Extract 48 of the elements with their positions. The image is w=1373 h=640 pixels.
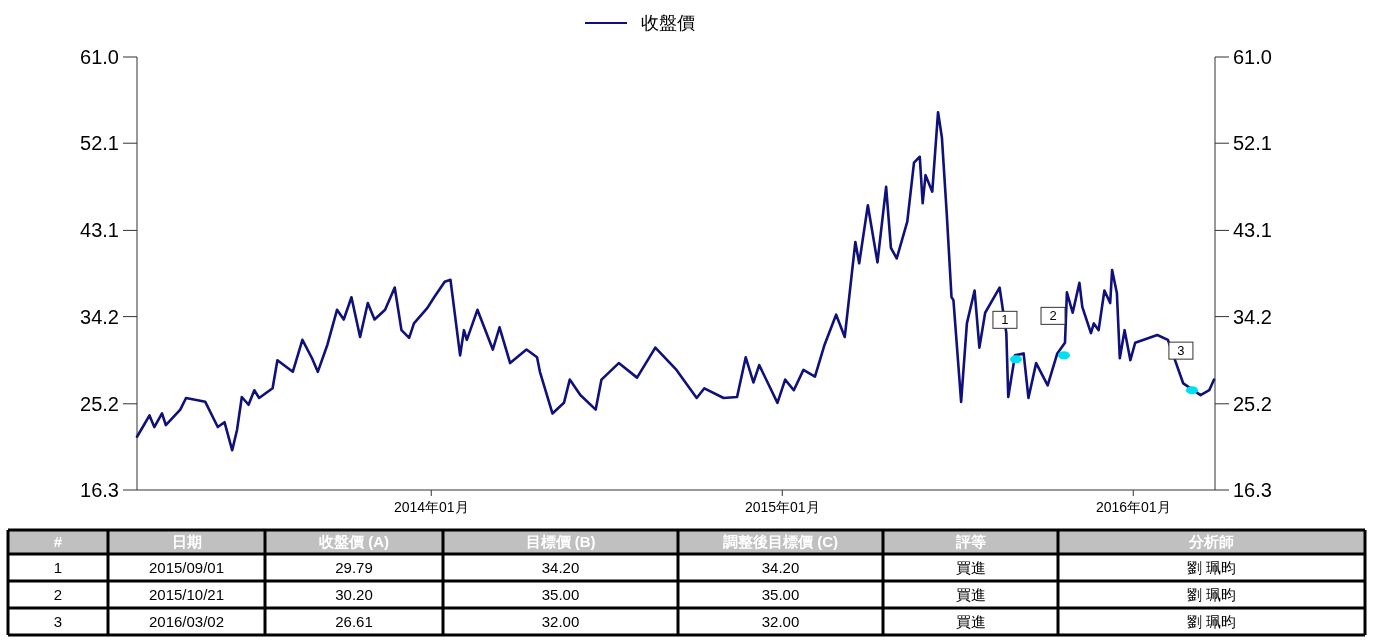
text: 2015/09/01	[148, 558, 225, 576]
text: 32.00	[761, 612, 800, 630]
y2-tick-label: 52.1	[1233, 132, 1272, 155]
y2-tick-label: 25.2	[1233, 392, 1272, 415]
text: 3	[53, 612, 63, 630]
y-tick-label: 16.3	[80, 479, 119, 501]
annotation: 1	[1001, 312, 1009, 328]
text: 劉 珮昀	[1186, 558, 1237, 576]
category-label: 評等	[954, 533, 986, 551]
annotation: 3	[1177, 343, 1185, 359]
category-label: 收盤價 (A)	[319, 533, 389, 551]
category-label: 調整後目標價 (C)	[723, 533, 838, 551]
y-tick-label: 43.1	[80, 219, 119, 242]
category-label: 日期	[171, 533, 202, 551]
y2-tick-label: 34.2	[1233, 305, 1272, 328]
text: 29.79	[335, 558, 373, 576]
y-tick-label: 25.2	[80, 392, 119, 415]
text: 2016/03/02	[148, 612, 225, 630]
text: 26.61	[335, 612, 373, 630]
y2-tick-label: 16.3	[1233, 479, 1272, 501]
text: 劉 珮昀	[1186, 612, 1237, 630]
category-label: 分析師	[1188, 533, 1234, 551]
y-tick-label: 34.2	[80, 305, 119, 328]
text: 30.20	[335, 585, 373, 603]
category-label: 目標價 (B)	[525, 533, 596, 551]
text: 1	[53, 558, 63, 576]
text: 34.20	[761, 558, 800, 576]
legend-label: 收盤價	[641, 13, 695, 34]
x-tick-label: 2015年01月	[744, 499, 820, 515]
text: 32.00	[541, 612, 580, 630]
line-series	[135, 110, 1216, 452]
y2-tick-label: 43.1	[1233, 219, 1272, 242]
y-tick-label: 52.1	[80, 132, 119, 155]
text: 買進	[955, 585, 986, 603]
text: 35.00	[761, 585, 800, 603]
text: 34.20	[541, 558, 580, 576]
annotation: 2	[1049, 308, 1057, 324]
text: 買進	[955, 558, 986, 576]
text: 2015/10/21	[148, 585, 225, 603]
text: 買進	[955, 612, 986, 630]
x-tick-label: 2014年01月	[393, 499, 469, 515]
text: 35.00	[541, 585, 580, 603]
text: 劉 珮昀	[1186, 585, 1237, 603]
y-tick-label: 61.0	[80, 46, 119, 68]
y2-tick-label: 61.0	[1233, 46, 1272, 68]
x-tick-label: 2016年01月	[1095, 499, 1171, 515]
category-label: #	[53, 533, 63, 551]
text: 2	[53, 585, 63, 603]
